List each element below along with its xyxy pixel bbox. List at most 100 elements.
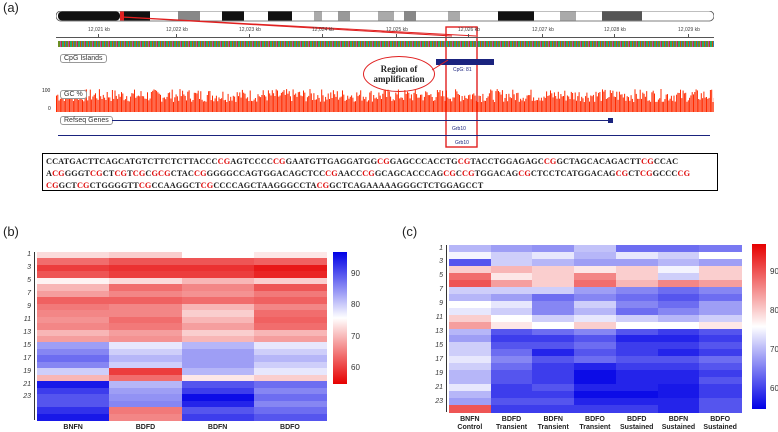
gc-bar xyxy=(455,89,456,112)
gc-bar xyxy=(693,94,694,112)
cpg-site: CG xyxy=(46,181,59,190)
gc-bar xyxy=(199,99,200,112)
gc-bar xyxy=(156,91,157,112)
gc-bar xyxy=(689,98,690,112)
gc-bar xyxy=(359,95,360,112)
gc-bar xyxy=(466,98,467,112)
sequence-line-1: CCATGACTTCAGCATGTCTTCTCTTACCCCGAGTCCCCCG… xyxy=(46,156,714,168)
gc-bar xyxy=(612,91,613,112)
gc-bar xyxy=(121,92,122,112)
gc-bar xyxy=(585,96,586,112)
gc-bar xyxy=(281,93,282,112)
gc-bar xyxy=(521,100,522,112)
gc-bar xyxy=(570,99,571,112)
gc-scale-top: 100 xyxy=(42,88,50,94)
gc-bar xyxy=(423,100,424,112)
colorbar-tick: 90 xyxy=(770,267,778,276)
gc-bar xyxy=(229,101,230,112)
gc-bar xyxy=(173,102,174,112)
gc-bar xyxy=(342,90,343,112)
gc-bar xyxy=(584,102,585,112)
gc-bar xyxy=(486,98,487,112)
gc-bar xyxy=(687,102,688,112)
gc-bar xyxy=(428,95,429,112)
gc-bar xyxy=(619,92,620,112)
cpg-site: CG xyxy=(325,169,338,178)
panel-label-b: (b) xyxy=(3,224,19,239)
cpg-site: CG xyxy=(640,169,653,178)
gc-bar xyxy=(384,91,385,113)
sequence-segment: CTCCTCATGGACAG xyxy=(531,169,616,178)
gc-bar xyxy=(298,92,299,112)
gc-bar xyxy=(650,102,651,112)
gc-bar xyxy=(403,100,404,112)
gc-bar xyxy=(635,89,636,112)
gc-bar xyxy=(416,94,417,112)
colorbar-tick: 60 xyxy=(770,384,778,393)
gc-bar xyxy=(684,93,685,112)
gc-bar xyxy=(622,94,623,112)
gc-bar xyxy=(520,99,521,112)
gc-bar xyxy=(228,94,229,112)
gc-bar xyxy=(381,99,382,112)
heatmap-cell xyxy=(37,414,110,421)
gc-bar xyxy=(116,96,117,112)
gc-bar xyxy=(291,101,292,112)
cpg-site: CG xyxy=(317,181,330,190)
gc-bar xyxy=(662,102,663,112)
cpg-site: CG xyxy=(218,157,231,166)
gc-bar xyxy=(408,93,409,112)
gc-bar xyxy=(190,99,191,112)
gc-bar xyxy=(550,90,551,112)
gc-bar xyxy=(498,91,499,112)
gc-bar xyxy=(497,89,498,112)
cpg-site: CG xyxy=(677,169,690,178)
kb-tick-label: 12,024 kb xyxy=(312,27,334,33)
gc-bar xyxy=(538,98,539,112)
gc-scale-bottom: 0 xyxy=(48,106,51,112)
gc-bar xyxy=(389,92,390,112)
gc-bar xyxy=(169,92,170,112)
gc-bar xyxy=(542,101,543,112)
gc-bar xyxy=(159,94,160,112)
gc-bar xyxy=(524,101,525,112)
colorbar-tick: 80 xyxy=(351,300,360,309)
cpg-site: CG xyxy=(273,157,286,166)
gc-bar xyxy=(369,93,370,113)
gc-bar xyxy=(195,93,196,112)
row-label: 23 xyxy=(429,398,443,405)
sequence-segment: GCCC xyxy=(653,169,678,178)
gc-bar xyxy=(664,99,665,112)
gc-bar xyxy=(290,96,291,112)
gc-bar xyxy=(293,89,294,112)
kb-tick-label: 12,023 kb xyxy=(239,27,261,33)
gc-bar xyxy=(351,95,352,112)
row-label: 3 xyxy=(17,264,31,271)
gc-bar xyxy=(445,101,446,112)
gc-bar xyxy=(317,95,318,112)
gc-bar xyxy=(597,96,598,112)
gc-bar xyxy=(644,94,645,112)
row-label: 7 xyxy=(429,286,443,293)
gc-bar xyxy=(576,101,577,112)
gc-bar xyxy=(299,92,300,112)
gc-bar xyxy=(586,93,587,112)
gc-bar xyxy=(490,90,491,113)
gc-bar xyxy=(234,97,235,112)
gc-bar xyxy=(142,96,143,112)
gc-bar xyxy=(623,98,624,113)
gc-bar xyxy=(631,95,632,112)
gc-bar xyxy=(250,91,251,113)
gc-bar xyxy=(458,94,459,112)
gc-bar xyxy=(69,98,70,112)
gc-bar xyxy=(284,90,285,112)
heatmap-frame xyxy=(37,252,326,420)
row-label: 9 xyxy=(17,303,31,310)
gc-bar xyxy=(286,89,287,112)
gc-bar xyxy=(558,92,559,112)
gc-bar xyxy=(707,99,708,112)
gc-bar xyxy=(605,90,606,112)
gc-bar xyxy=(698,99,699,112)
gc-bar xyxy=(657,102,658,112)
